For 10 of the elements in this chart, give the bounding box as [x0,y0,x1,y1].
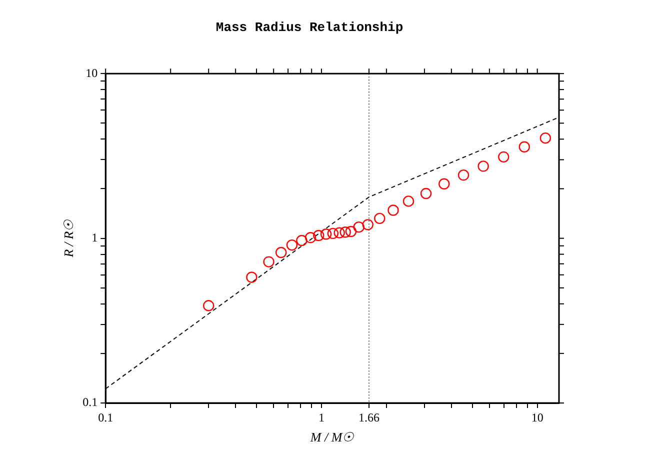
x-tick-label: 10 [531,410,544,424]
chart-title: Mass Radius Relationship [216,20,404,36]
y-tick-label: 1 [92,230,98,244]
y-tick-label: 10 [86,66,98,80]
y-tick-label: 0.1 [82,395,98,410]
x-tick-label: 0.1 [98,410,114,424]
y-axis-title: R / R☉ [61,218,76,258]
x-tick-label: 1 [318,410,324,424]
x-tick-label: 1.66 [358,410,380,424]
x-axis-title: M / M☉ [309,430,356,445]
